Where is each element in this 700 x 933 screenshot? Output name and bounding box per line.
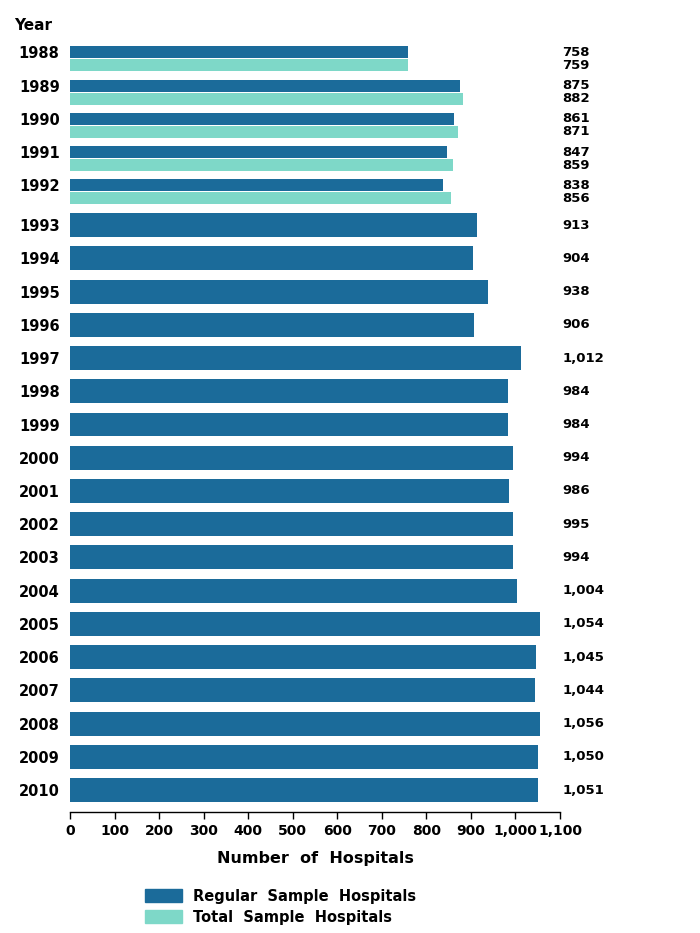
Text: Year: Year (13, 19, 52, 34)
Text: 1,050: 1,050 (562, 750, 604, 763)
X-axis label: Number  of  Hospitals: Number of Hospitals (216, 852, 414, 867)
Text: 984: 984 (562, 384, 590, 397)
Text: 906: 906 (562, 318, 590, 331)
Bar (70, 446, 513, 469)
Text: 1,004: 1,004 (562, 584, 604, 597)
Bar (70, 479, 509, 503)
Text: 871: 871 (562, 125, 589, 138)
Bar (70, 512, 513, 536)
Text: 1,045: 1,045 (562, 650, 604, 663)
Bar (70, 412, 508, 437)
Text: 859: 859 (562, 159, 589, 172)
Text: 913: 913 (562, 218, 589, 231)
Text: 1,012: 1,012 (562, 352, 604, 365)
Bar (70, 612, 540, 636)
Text: 995: 995 (562, 518, 589, 531)
Text: 1,044: 1,044 (562, 684, 604, 697)
Bar (70, 79, 460, 91)
Text: 1,054: 1,054 (562, 618, 604, 631)
Text: 759: 759 (562, 59, 589, 72)
Bar (70, 546, 513, 569)
Text: 1,051: 1,051 (562, 784, 604, 797)
Text: 984: 984 (562, 418, 590, 431)
Bar (70, 60, 408, 72)
Bar (70, 146, 447, 158)
Bar (70, 160, 453, 171)
Text: 994: 994 (562, 551, 589, 564)
Bar (70, 192, 452, 204)
Text: 838: 838 (562, 179, 590, 192)
Text: 938: 938 (562, 285, 590, 298)
Bar (70, 380, 508, 403)
Bar (70, 778, 538, 802)
Bar (70, 646, 536, 669)
Text: 875: 875 (562, 79, 589, 92)
Bar (70, 47, 407, 59)
Bar (70, 92, 463, 104)
Text: 758: 758 (562, 46, 589, 59)
Bar (70, 126, 458, 138)
Bar (70, 712, 540, 735)
Bar (70, 213, 477, 237)
Text: 882: 882 (562, 92, 590, 105)
Text: 856: 856 (562, 192, 590, 205)
Text: 1,056: 1,056 (562, 717, 604, 731)
Bar (70, 745, 538, 769)
Text: 904: 904 (562, 252, 590, 265)
Text: 986: 986 (562, 484, 590, 497)
Bar (70, 179, 443, 191)
Bar (70, 346, 521, 370)
Bar (70, 313, 474, 337)
Text: 847: 847 (562, 146, 590, 159)
Bar (70, 280, 488, 303)
Legend: Regular  Sample  Hospitals, Total  Sample  Hospitals: Regular Sample Hospitals, Total Sample H… (145, 889, 416, 925)
Text: 861: 861 (562, 112, 590, 125)
Bar (70, 678, 535, 703)
Bar (70, 246, 473, 271)
Text: 994: 994 (562, 452, 589, 465)
Bar (70, 113, 454, 125)
Bar (70, 578, 517, 603)
